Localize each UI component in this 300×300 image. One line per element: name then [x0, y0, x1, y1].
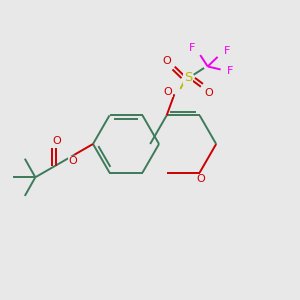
Text: F: F: [224, 46, 230, 56]
Text: O: O: [197, 174, 206, 184]
Text: O: O: [68, 156, 77, 167]
Text: F: F: [227, 66, 233, 76]
Text: O: O: [205, 88, 214, 98]
Text: S: S: [184, 71, 192, 84]
Text: F: F: [189, 44, 195, 53]
Text: O: O: [162, 56, 171, 66]
Text: O: O: [53, 136, 62, 146]
Text: O: O: [164, 87, 172, 97]
